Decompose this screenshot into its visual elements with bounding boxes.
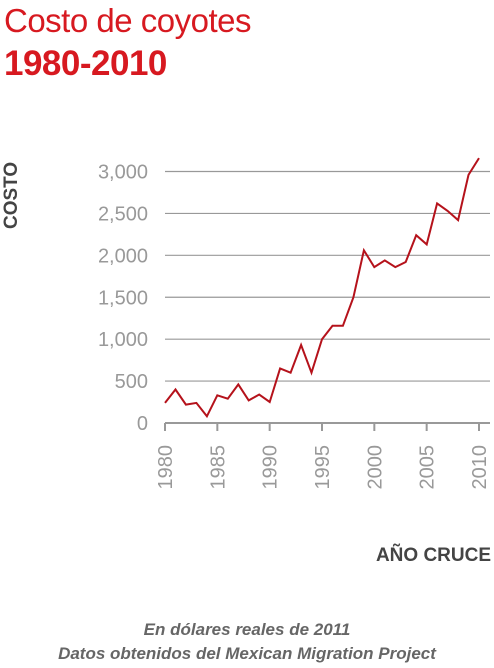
y-tick-label: 1,500 (98, 287, 148, 309)
y-tick-label: 2,000 (98, 245, 148, 267)
y-tick-label: 0 (137, 413, 148, 435)
footnote: En dólares reales de 2011 Datos obtenido… (0, 618, 494, 666)
y-tick-label: 1,000 (98, 329, 148, 351)
x-tick-label: 1990 (260, 445, 282, 490)
series-line (164, 157, 480, 419)
y-tick-label: 3,000 (98, 162, 148, 184)
chart-title: Costo de coyotes (4, 2, 251, 39)
x-tick-label: 2010 (469, 445, 491, 490)
y-tick-label: 500 (115, 371, 148, 393)
x-tick-label: 1980 (155, 445, 177, 490)
chart-subtitle: 1980-2010 (4, 44, 167, 83)
x-axis-label: AÑO CRUCE (375, 545, 491, 566)
y-axis-label: COSTO (1, 161, 22, 229)
footnote-units: En dólares reales de 2011 (143, 620, 351, 639)
footnote-source: Datos obtenidos del Mexican Migration Pr… (58, 644, 436, 663)
x-tick-label: 2005 (417, 445, 439, 490)
x-tick-label: 1985 (207, 445, 229, 490)
x-tick-label: 1995 (312, 445, 334, 490)
y-tick-label: 2,500 (98, 203, 148, 225)
line-chart: 0 500 1,000 1,500 2,000 2,500 3,000 1980 1985 19… (98, 157, 491, 490)
x-tick-label: 2000 (364, 445, 386, 490)
